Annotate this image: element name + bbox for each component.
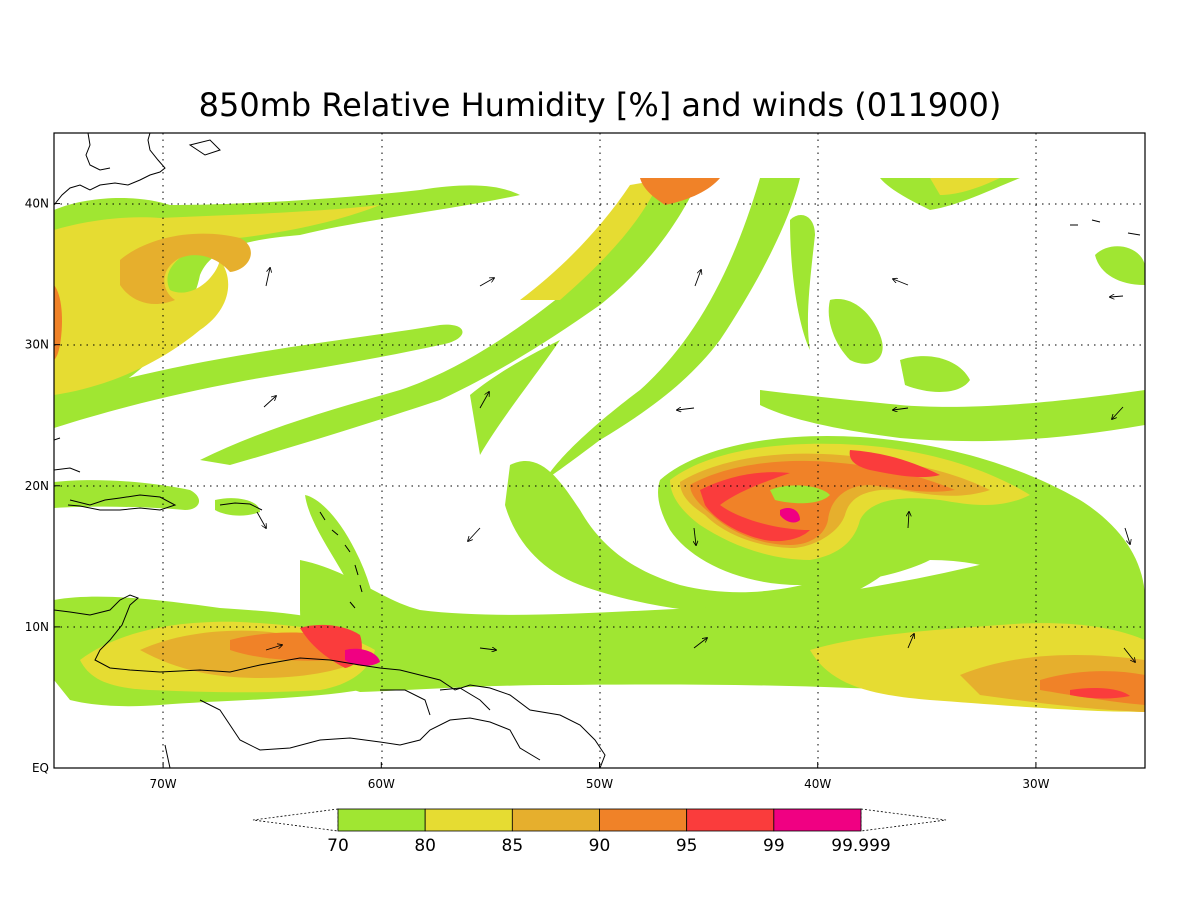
lon-tick-label: 60W	[368, 777, 395, 791]
wind-vector	[693, 638, 707, 649]
wind-vector	[1110, 296, 1124, 297]
colorbar-level-label: 95	[676, 836, 698, 856]
humidity-swirl-west-core	[120, 233, 251, 305]
humidity-blob-north-central	[828, 299, 883, 364]
colorbar-swatch	[599, 808, 688, 832]
lon-tick-label: 30W	[1022, 777, 1049, 791]
humidity-puerto-rico	[215, 498, 260, 516]
lat-tick-label: 10N	[25, 620, 49, 634]
wind-vector	[468, 527, 481, 541]
longitude-axis: 70W 60W 50W 40W 30W	[150, 762, 1050, 791]
humidity-cyclone-95	[700, 472, 810, 542]
wind-vector	[694, 270, 701, 287]
humidity-streak-north	[640, 178, 720, 205]
coastline-florida-cuba	[54, 437, 263, 511]
humidity-tongue-center	[470, 340, 560, 455]
map-title: 850mb Relative Humidity [%] and winds (0…	[199, 86, 1002, 124]
colorbar-level-label: 85	[502, 836, 524, 856]
coastline-north-america	[54, 133, 221, 206]
humidity-field	[54, 178, 1145, 712]
lon-tick-label: 50W	[586, 777, 613, 791]
wind-vector	[1123, 647, 1135, 662]
humidity-blob-far-east	[1095, 246, 1145, 285]
wind-vector	[907, 634, 914, 649]
humidity-band-subtropic-east	[760, 390, 1145, 442]
humidity-band-tropical-north	[505, 461, 900, 615]
wind-vector	[893, 408, 909, 410]
humidity-band-ne-core	[930, 178, 1000, 195]
coastline-central-america	[54, 594, 606, 768]
wind-vector	[1112, 406, 1124, 419]
humidity-atlantic-se-95	[1070, 688, 1130, 699]
lon-tick-label: 70W	[150, 777, 177, 791]
wind-vector	[265, 645, 282, 651]
colorbar-swatch	[686, 808, 775, 832]
wind-vector	[479, 648, 496, 650]
humidity-cyclone-peak	[780, 508, 800, 523]
colorbar-swatch	[337, 808, 426, 832]
coastline-azores	[1070, 219, 1141, 236]
lat-tick-label: 20N	[25, 479, 49, 493]
humidity-caribbean-99	[345, 648, 380, 666]
colorbar-swatch	[424, 808, 513, 832]
wind-vector	[256, 511, 266, 528]
humidity-hispaniola	[54, 480, 200, 510]
wind-vector	[908, 512, 909, 529]
colorbar-level-label: 90	[589, 836, 611, 856]
coastline-south-america	[164, 687, 541, 768]
wind-vector	[263, 396, 276, 408]
wind-vector	[479, 392, 489, 409]
humidity-band-vertical	[545, 178, 800, 480]
colorbar-level-label: 99.999	[831, 836, 890, 856]
lat-tick-label: EQ	[32, 761, 49, 775]
colorbar-high-extension	[860, 808, 947, 832]
humidity-edge-west	[54, 285, 62, 360]
wind-vector	[893, 279, 909, 286]
humidity-cyclone-eye	[770, 485, 830, 504]
colorbar-low-extension	[252, 808, 339, 832]
colorbar-level-label: 80	[414, 836, 436, 856]
humidity-band-diagonal	[200, 178, 700, 465]
humidity-band-middle	[54, 324, 463, 428]
humidity-band-east	[790, 215, 815, 350]
humidity-antilles-chain	[305, 495, 378, 625]
colorbar: 70 80 85 90 95 99 99.999	[252, 808, 947, 856]
colorbar-swatch	[773, 808, 862, 832]
wind-vector	[694, 527, 696, 545]
lon-tick-label: 40W	[804, 777, 831, 791]
lat-tick-label: 30N	[25, 338, 49, 352]
humidity-cyclone-ring	[849, 450, 940, 478]
wind-vectors	[256, 268, 1135, 662]
latitude-axis: EQ 10N 20N 30N 40N	[25, 197, 60, 775]
coastlines	[54, 133, 1141, 768]
coastline-lesser-antilles	[319, 511, 363, 609]
colorbar-level-label: 99	[763, 836, 785, 856]
wind-vector	[265, 268, 270, 287]
wind-vector	[677, 408, 695, 410]
colorbar-level-label: 70	[327, 836, 349, 856]
lat-tick-label: 40N	[25, 197, 49, 211]
wind-vector	[1124, 527, 1130, 544]
colorbar-swatch	[511, 808, 600, 832]
humidity-band-diagonal-core	[520, 180, 660, 300]
humidity-blob-east	[900, 356, 970, 392]
wind-vector	[479, 278, 494, 287]
